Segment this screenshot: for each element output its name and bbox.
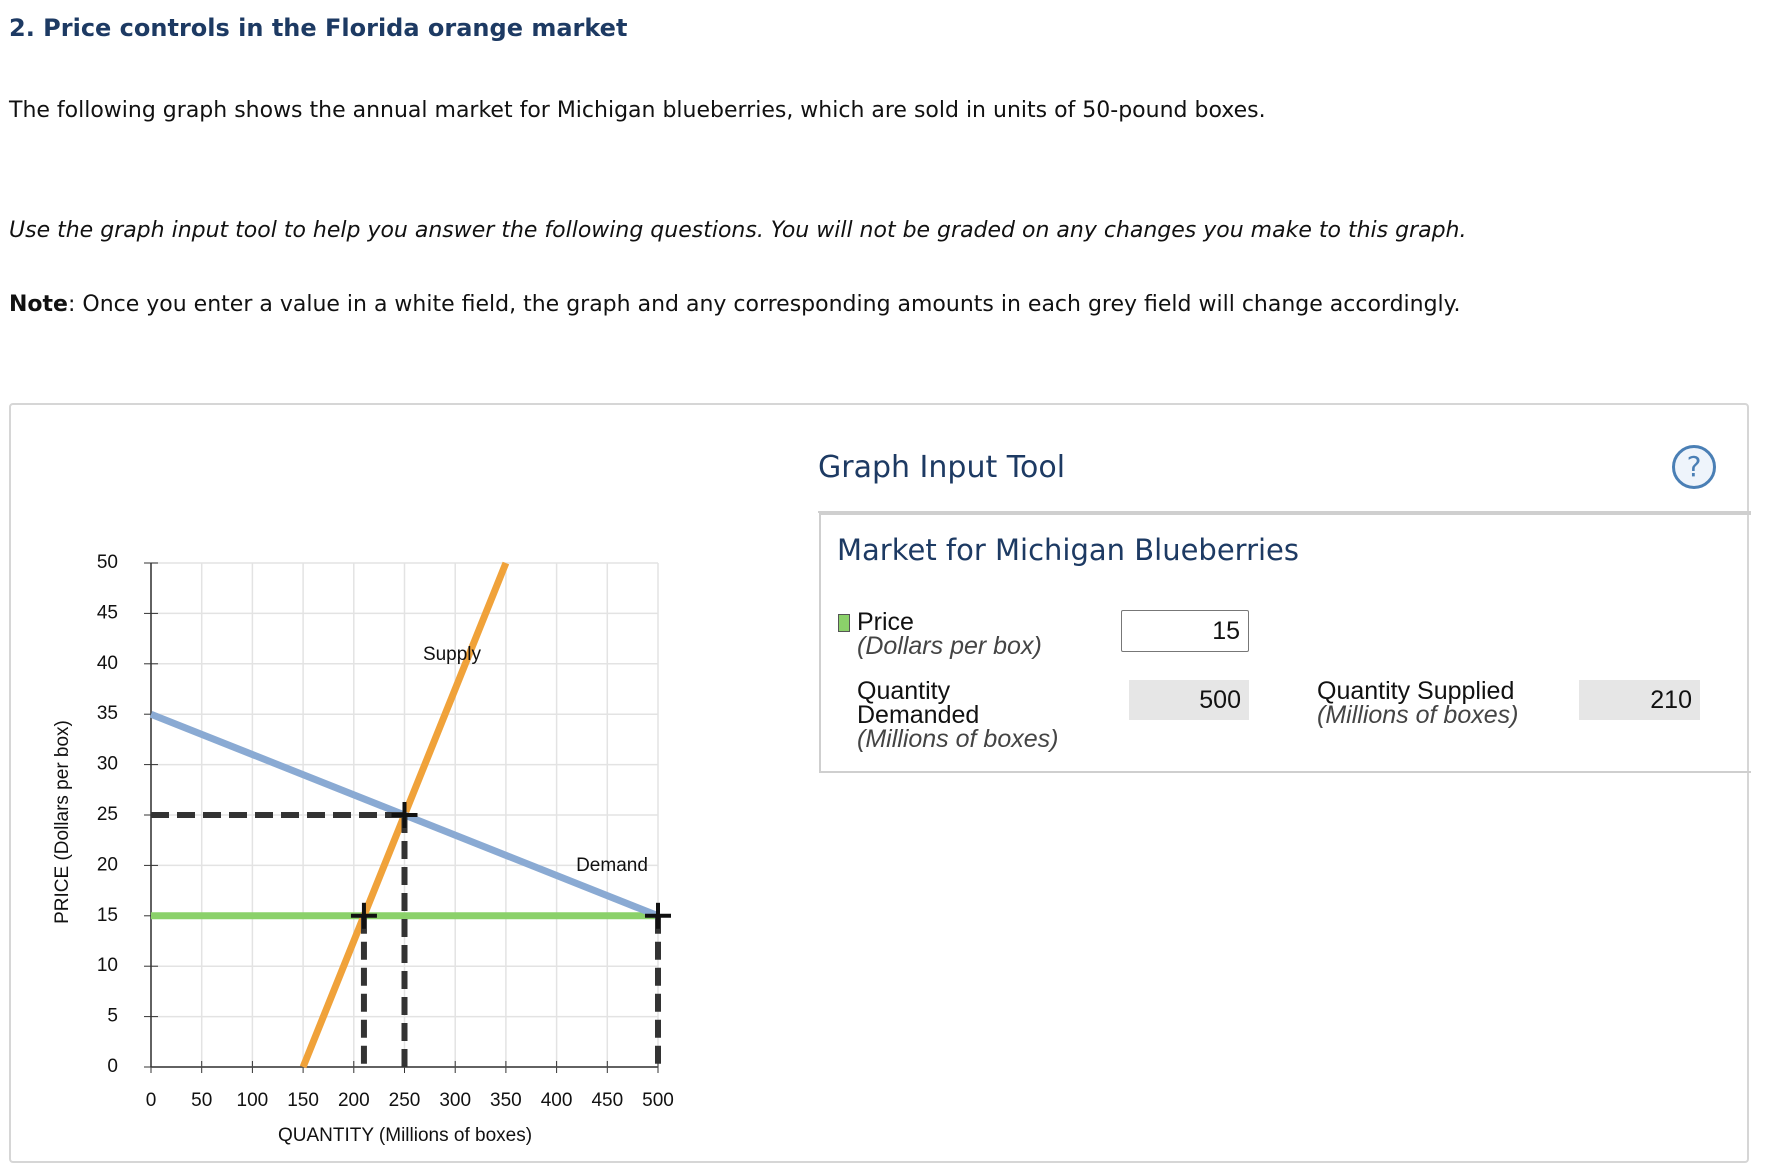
x-tick-label: 350 bbox=[490, 1090, 522, 1111]
y-tick-label: 10 bbox=[97, 955, 118, 976]
qs-field: 210 bbox=[1579, 680, 1700, 720]
series-label: Supply bbox=[423, 644, 482, 665]
qd-unit: (Millions of boxes) bbox=[857, 725, 1059, 753]
qs-label: Quantity Supplied bbox=[1317, 677, 1515, 705]
intro-text: The following graph shows the annual mar… bbox=[9, 98, 1266, 123]
x-axis-title: QUANTITY (Millions of boxes) bbox=[278, 1125, 532, 1146]
demanded-point bbox=[645, 902, 671, 929]
y-tick-label: 20 bbox=[97, 854, 118, 875]
panel-title: Market for Michigan Blueberries bbox=[837, 533, 1300, 567]
x-tick-label: 50 bbox=[191, 1090, 212, 1111]
equilibrium-point bbox=[391, 802, 418, 828]
y-tick-label: 40 bbox=[97, 653, 118, 674]
price-unit: (Dollars per box) bbox=[857, 632, 1042, 660]
y-tick-label: 0 bbox=[107, 1056, 118, 1077]
x-tick-label: 500 bbox=[642, 1090, 674, 1111]
y-tick-label: 50 bbox=[97, 552, 118, 573]
supplied-point bbox=[350, 902, 377, 929]
price-input[interactable]: 15 bbox=[1121, 610, 1249, 652]
note-text: : Once you enter a value in a white fiel… bbox=[67, 292, 1461, 317]
series-label: Demand bbox=[576, 855, 648, 876]
y-tick-label: 15 bbox=[97, 905, 118, 926]
note-label: Note bbox=[9, 292, 68, 317]
qs-unit: (Millions of boxes) bbox=[1317, 701, 1519, 729]
y-tick-label: 30 bbox=[97, 754, 118, 775]
price-label: Price bbox=[857, 608, 914, 636]
legend-swatch bbox=[838, 614, 850, 632]
input-box bbox=[819, 513, 1751, 773]
x-tick-label: 450 bbox=[591, 1090, 623, 1111]
help-button[interactable]: ? bbox=[1672, 445, 1716, 489]
qd-label: Demanded bbox=[857, 701, 980, 729]
note: Note: Once you enter a value in a white … bbox=[9, 292, 1461, 317]
qd-label: Quantity bbox=[857, 677, 951, 705]
instruction-text: Use the graph input tool to help you ans… bbox=[9, 218, 1467, 243]
x-tick-label: 200 bbox=[338, 1090, 370, 1111]
qd-field: 500 bbox=[1129, 680, 1249, 720]
x-tick-label: 0 bbox=[146, 1090, 157, 1111]
divider bbox=[818, 511, 1751, 513]
y-tick-label: 5 bbox=[107, 1006, 118, 1027]
y-tick-label: 35 bbox=[97, 703, 118, 724]
x-tick-label: 300 bbox=[439, 1090, 471, 1111]
x-tick-label: 100 bbox=[237, 1090, 269, 1111]
y-tick-label: 25 bbox=[97, 804, 118, 825]
heading: 2. Price controls in the Florida orange … bbox=[9, 14, 628, 42]
x-tick-label: 250 bbox=[389, 1090, 421, 1111]
tool-title: Graph Input Tool bbox=[818, 450, 1066, 485]
x-tick-label: 150 bbox=[287, 1090, 319, 1111]
x-tick-label: 400 bbox=[541, 1090, 573, 1111]
y-tick-label: 45 bbox=[97, 602, 118, 623]
y-axis-title: PRICE (Dollars per box) bbox=[52, 720, 73, 924]
